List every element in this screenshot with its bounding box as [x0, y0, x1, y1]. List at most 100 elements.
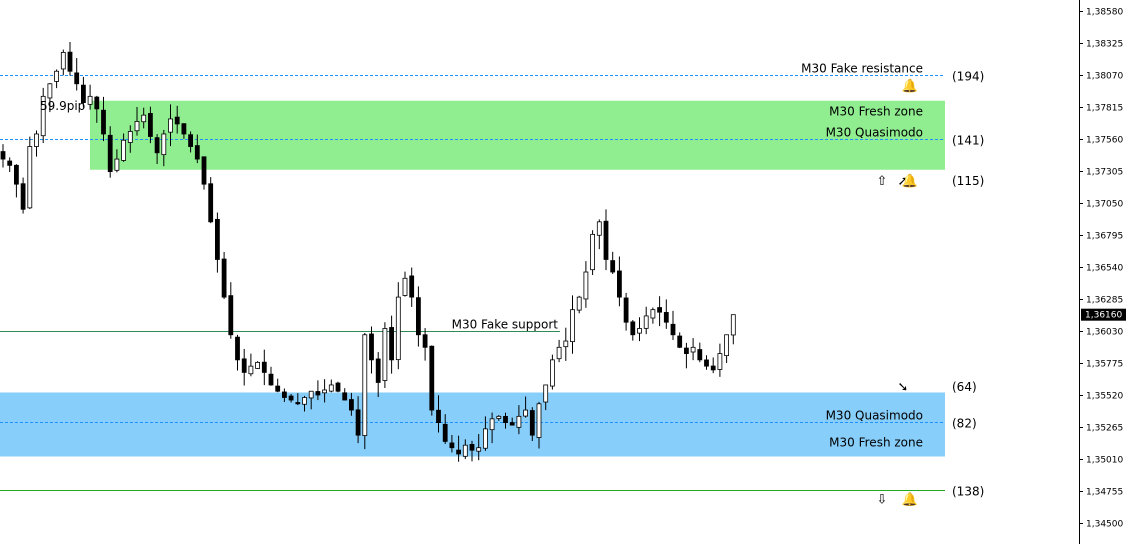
candle-body	[281, 391, 287, 398]
candle-body	[623, 297, 629, 323]
labels-layer: M30 Fake resistance (194) M30 Quasimodo (14…	[452, 62, 985, 508]
candle-body	[315, 391, 321, 396]
candle-body	[422, 334, 428, 348]
level-count: (194)	[952, 70, 984, 84]
candle-body	[194, 145, 200, 160]
axis-tick-label: 1,34500	[1086, 520, 1123, 530]
candle-body	[583, 271, 589, 300]
candle-body	[161, 133, 167, 156]
candle-body	[610, 260, 616, 273]
candle-body	[697, 349, 703, 361]
axis-tick-label: 1,38070	[1086, 72, 1123, 82]
candle-body	[241, 358, 247, 373]
level-count: (141)	[952, 134, 984, 148]
candle-body	[87, 95, 93, 105]
zone-supply	[90, 100, 945, 170]
axis-tick-label: 1,37560	[1086, 136, 1123, 146]
candle-body	[657, 307, 662, 313]
candle-body	[302, 397, 307, 405]
candle-body	[13, 164, 19, 185]
candles-layer	[0, 42, 736, 462]
candle-body	[81, 84, 86, 104]
candle-body	[469, 444, 475, 451]
candle-body	[442, 423, 448, 442]
candle-body	[248, 365, 254, 375]
zones-layer	[0, 100, 945, 457]
candle-body	[677, 335, 683, 348]
candle-body	[516, 415, 522, 428]
candle-body	[348, 399, 354, 411]
down-right-arrow-icon: ➘	[898, 380, 909, 395]
candle-body	[402, 277, 408, 296]
bell-icon: 🔔	[902, 78, 918, 94]
zone-label: M30 Fresh zone	[829, 104, 923, 118]
axis-tick-label: 1,38580	[1086, 8, 1123, 18]
candle-body	[288, 395, 294, 401]
candle-body	[20, 183, 26, 210]
candle-body	[235, 336, 240, 361]
axis-tick-label: 1,35265	[1086, 424, 1123, 434]
candle-body	[429, 345, 435, 411]
level-label: M30 Fake support	[452, 318, 559, 332]
candle-body	[328, 384, 334, 392]
candle-body	[449, 442, 455, 449]
candle-body	[603, 220, 609, 260]
candle-body	[208, 183, 214, 223]
candle-body	[617, 270, 622, 298]
pip-annotation: 59.9pip	[40, 99, 85, 113]
candle-body	[268, 373, 274, 386]
candle-body	[154, 137, 160, 154]
candle-body	[409, 275, 415, 298]
candle-body	[590, 233, 595, 271]
axis-tick-label: 1,37050	[1086, 200, 1123, 210]
axis-tick-label: 1,36540	[1086, 264, 1123, 274]
axis-tick-label: 1,37815	[1086, 104, 1123, 114]
up-arrow-outline-icon: ⇧	[877, 174, 888, 189]
candle-body	[563, 340, 569, 348]
candle-body	[141, 114, 147, 123]
up-right-arrow-icon: ➚	[898, 174, 909, 189]
candle-body	[362, 334, 368, 436]
candle-body	[47, 83, 53, 99]
candle-body	[74, 72, 80, 85]
candle-body	[355, 409, 361, 436]
candle-body	[690, 346, 696, 353]
candle-body	[596, 221, 602, 236]
axis-tick-label: 1,38325	[1086, 40, 1123, 50]
candle-body	[369, 333, 374, 361]
candle-body	[503, 416, 508, 424]
candle-body	[188, 134, 194, 147]
axis-tick-label: 1,36030	[1086, 328, 1123, 338]
candle-body	[114, 158, 120, 171]
candle-body	[255, 361, 261, 369]
candle-body	[201, 156, 207, 185]
level-count: (115)	[952, 174, 984, 188]
candle-body	[322, 389, 328, 394]
candle-body	[643, 315, 649, 329]
level-count: (64)	[952, 380, 977, 394]
candle-body	[415, 297, 421, 336]
candle-body	[637, 328, 642, 334]
candle-body	[650, 309, 656, 319]
candle-body	[101, 109, 106, 135]
price-axis: 1,38580 1,38325 1,38070 1,37815 1,37560 1,373…	[1079, 0, 1126, 544]
candle-body	[717, 353, 723, 370]
candle-body	[724, 334, 729, 357]
candle-body	[335, 382, 341, 392]
candle-body	[40, 95, 46, 137]
candle-body	[147, 113, 153, 137]
candle-body	[94, 96, 100, 110]
candle-body	[436, 409, 441, 424]
candle-body	[536, 403, 542, 438]
zone-label: M30 Fresh zone	[829, 436, 923, 450]
candle-body	[523, 409, 528, 417]
candle-body	[395, 296, 401, 361]
candle-body	[261, 361, 267, 373]
candle-body	[67, 51, 73, 72]
candle-body	[168, 118, 173, 133]
axis-tick-label: 1,34755	[1086, 488, 1123, 498]
bell-icon: 🔔	[902, 492, 918, 508]
candle-body	[34, 133, 39, 147]
current-price-label: 1,36160	[1085, 311, 1122, 321]
axis-tick-label: 1,36795	[1086, 232, 1123, 242]
